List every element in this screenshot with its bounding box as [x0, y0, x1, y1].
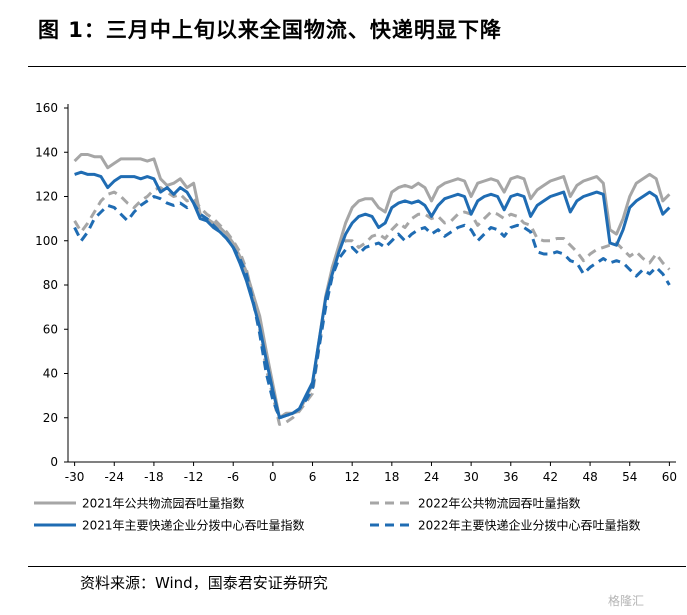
y-tick-label: 140 [35, 145, 58, 159]
x-tick-label: 42 [543, 470, 558, 484]
figure-title: 图 1：三月中上旬以来全国物流、快递明显下降 [38, 18, 502, 42]
x-tick-label: 12 [345, 470, 360, 484]
y-tick-label: 0 [50, 455, 58, 469]
series-line-3 [74, 170, 671, 420]
legend-label-3: 2021年主要快递企业分拨中心吞吐量指数 [82, 518, 305, 533]
series-line-4 [73, 195, 671, 420]
x-tick-label: -24 [104, 470, 124, 484]
bottom-rule [28, 566, 686, 567]
legend-label-2: 2022年公共物流园吞吐量指数 [418, 496, 581, 511]
x-tick-label: -30 [65, 470, 85, 484]
x-tick-label: 36 [503, 470, 518, 484]
x-tick-label: 54 [622, 470, 637, 484]
y-tick-label: 40 [43, 367, 58, 381]
source-note: 资料来源：Wind，国泰君安证券研究 [80, 574, 328, 592]
x-tick-label: 6 [309, 470, 317, 484]
top-rule [28, 66, 686, 67]
x-tick-label: -18 [144, 470, 164, 484]
y-tick-label: 160 [35, 101, 58, 115]
x-tick-label: 60 [662, 470, 677, 484]
x-tick-label: -12 [184, 470, 204, 484]
y-tick-label: 20 [43, 411, 58, 425]
series-line-2 [73, 186, 671, 426]
y-tick-label: 60 [43, 322, 58, 336]
line-chart: 0 20 40 60 80 100 120 140 160 -30 -24 -18 -12 -6 0 6 12 1… [34, 101, 677, 533]
series-line-1 [73, 153, 671, 420]
x-tick-label: 30 [463, 470, 478, 484]
legend-label-1: 2021年公共物流园吞吐量指数 [82, 496, 245, 511]
y-tick-label: 100 [35, 234, 58, 248]
watermark-logo: 格隆汇 [608, 594, 645, 608]
x-tick-label: 24 [424, 470, 439, 484]
x-tick-label: 18 [384, 470, 399, 484]
x-tick-label: 0 [269, 470, 277, 484]
y-tick-label: 120 [35, 190, 58, 204]
y-tick-label: 80 [43, 278, 58, 292]
x-tick-label: 48 [582, 470, 597, 484]
legend-label-4: 2022年主要快递企业分拨中心吞吐量指数 [418, 518, 641, 533]
x-tick-label: -6 [227, 470, 239, 484]
